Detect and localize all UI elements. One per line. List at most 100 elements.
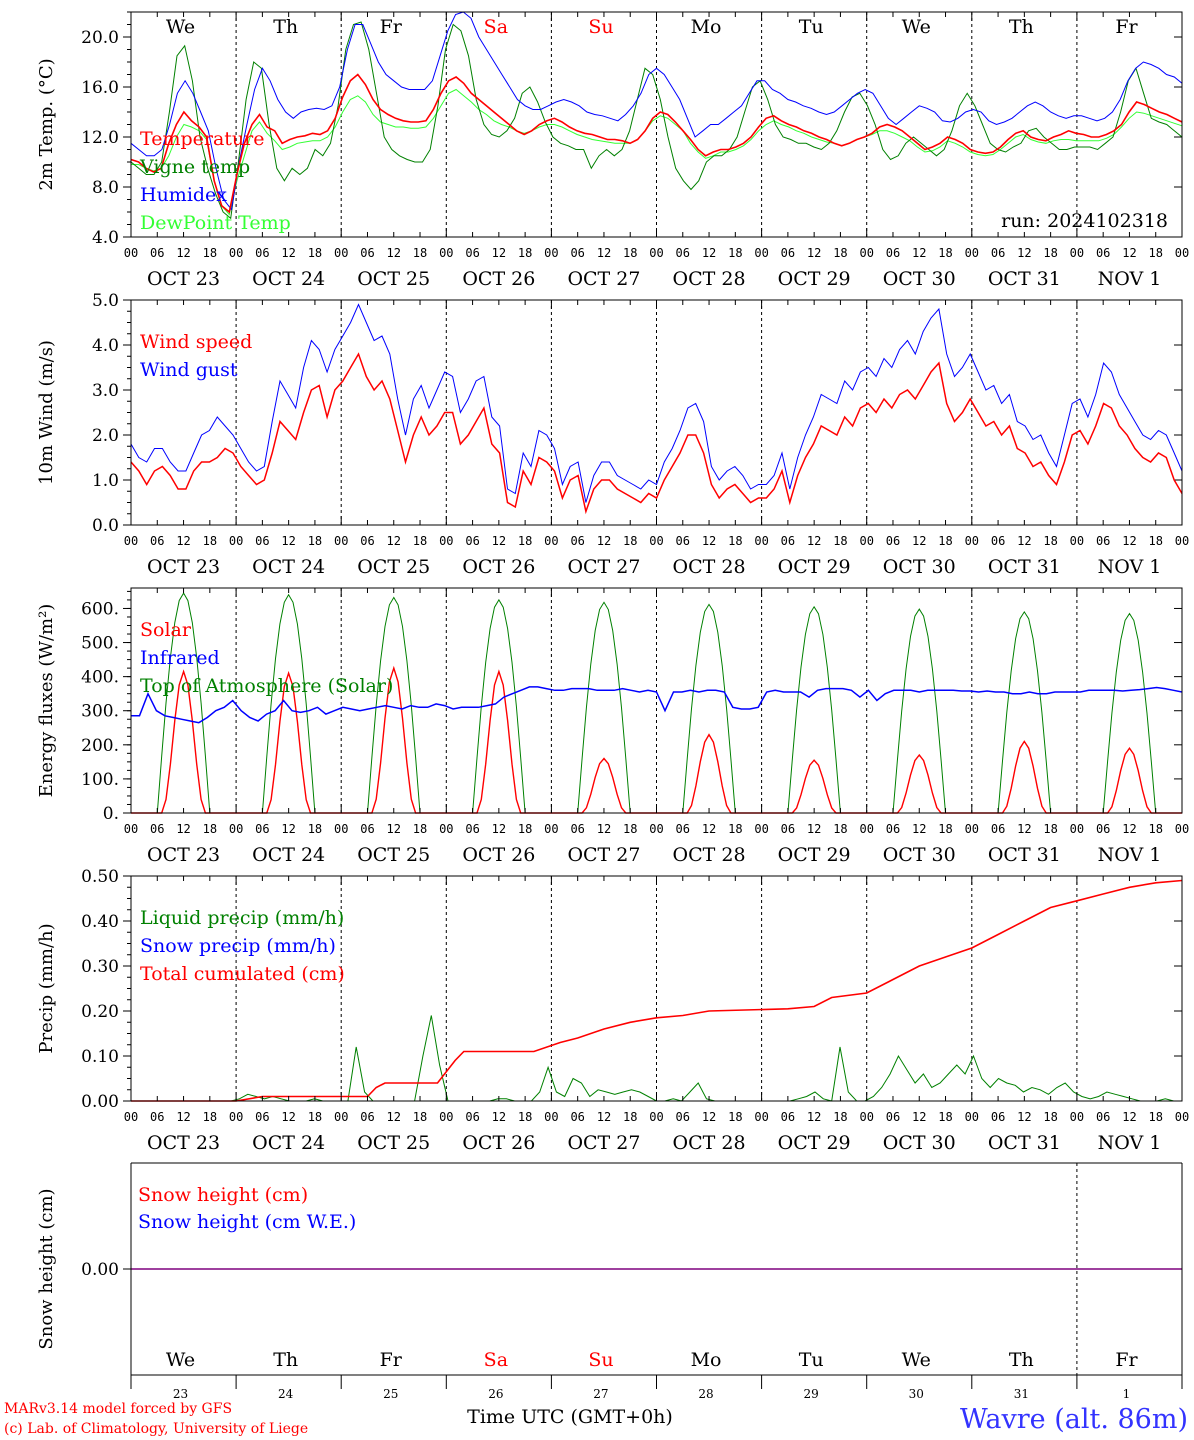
day-label: Th xyxy=(273,16,298,38)
day-number: 27 xyxy=(593,1387,608,1401)
hour-tick-label: 18 xyxy=(833,534,847,548)
date-label: OCT 25 xyxy=(357,556,430,578)
hour-tick-label: 00 xyxy=(334,1110,348,1124)
series-line xyxy=(130,73,1183,214)
day-number: 29 xyxy=(804,1387,819,1401)
hour-tick-label: 18 xyxy=(518,1110,532,1124)
date-label: OCT 27 xyxy=(567,556,640,578)
hour-tick-label: 18 xyxy=(308,534,322,548)
hour-tick-label: 12 xyxy=(281,246,295,260)
date-label: OCT 29 xyxy=(778,844,851,866)
legend-entry: Liquid precip (mm/h) xyxy=(140,907,344,929)
date-label: OCT 27 xyxy=(567,844,640,866)
hour-tick-label: 06 xyxy=(886,246,900,260)
hour-tick-label: 00 xyxy=(124,534,138,548)
hour-tick-label: 18 xyxy=(623,822,637,836)
hour-tick-label: 18 xyxy=(413,822,427,836)
series-line xyxy=(130,303,1183,503)
hour-tick-label: 00 xyxy=(439,534,453,548)
legend-entry: Snow precip (mm/h) xyxy=(140,935,336,957)
hour-tick-label: 00 xyxy=(124,822,138,836)
hour-tick-label: 18 xyxy=(413,246,427,260)
hour-tick-label: 12 xyxy=(702,1110,716,1124)
hour-tick-label: 00 xyxy=(754,1110,768,1124)
hour-tick-label: 06 xyxy=(360,534,374,548)
hour-tick-label: 06 xyxy=(570,246,584,260)
hour-tick-label: 06 xyxy=(991,1110,1005,1124)
hour-tick-label: 18 xyxy=(1043,534,1057,548)
hour-tick-label: 06 xyxy=(570,822,584,836)
hour-tick-label: 12 xyxy=(597,246,611,260)
y-tick-label: 100. xyxy=(81,770,119,790)
y-tick-label: 4.0 xyxy=(92,228,119,248)
hour-tick-label: 12 xyxy=(1122,1110,1136,1124)
hour-tick-label: 18 xyxy=(938,246,952,260)
legend-entry: Humidex xyxy=(140,184,227,206)
hour-tick-label: 18 xyxy=(728,246,742,260)
date-label: NOV 1 xyxy=(1098,844,1162,866)
hour-tick-label: 00 xyxy=(649,246,663,260)
panel-energy: 0. 100. 200. 300. 400. 500. 600. Energy fluxes … xyxy=(36,587,1189,866)
hour-tick-label: 18 xyxy=(308,1110,322,1124)
y-tick-label: 0.30 xyxy=(81,957,119,977)
y-axis-label: Precip (mm/h) xyxy=(36,923,57,1053)
legend-entry: Snow height (cm W.E.) xyxy=(138,1211,356,1233)
hour-tick-label: 06 xyxy=(886,822,900,836)
hour-tick-label: 12 xyxy=(807,534,821,548)
hour-tick-label: 00 xyxy=(649,534,663,548)
hour-tick-label: 18 xyxy=(413,1110,427,1124)
legend-entry: Vigne temp xyxy=(139,156,250,178)
y-tick-label: 200. xyxy=(81,736,119,756)
hour-tick-label: 00 xyxy=(229,246,243,260)
y-tick-label: 16.0 xyxy=(81,78,119,98)
hour-tick-label: 00 xyxy=(1175,534,1189,548)
hour-tick-label: 12 xyxy=(281,1110,295,1124)
hour-tick-label: 06 xyxy=(781,246,795,260)
day-label: Tu xyxy=(799,16,824,38)
hour-tick-label: 12 xyxy=(176,534,190,548)
hour-tick-label: 00 xyxy=(859,534,873,548)
panels: 4.08.012.016.020.02m Temp. (°C) Temperatu… xyxy=(36,11,1189,1401)
series-line xyxy=(130,21,1183,220)
hour-tick-label: 18 xyxy=(728,822,742,836)
hour-tick-label: 00 xyxy=(1070,534,1084,548)
hour-tick-label: 12 xyxy=(1122,534,1136,548)
hour-tick-label: 06 xyxy=(465,534,479,548)
hour-tick-label: 06 xyxy=(150,822,164,836)
date-label: NOV 1 xyxy=(1098,556,1162,578)
date-label: OCT 24 xyxy=(252,844,325,866)
y-tick-label: 0.00 xyxy=(81,1092,119,1112)
y-tick-label: 400. xyxy=(81,668,119,688)
hour-tick-label: 18 xyxy=(1043,246,1057,260)
legend-entry: Top of Atmosphere (Solar) xyxy=(140,675,393,697)
hour-tick-label: 12 xyxy=(597,822,611,836)
date-label: OCT 23 xyxy=(147,556,220,578)
hour-tick-label: 12 xyxy=(176,822,190,836)
hour-tick-label: 00 xyxy=(229,1110,243,1124)
y-tick-label: 600. xyxy=(81,599,119,619)
date-label: OCT 29 xyxy=(778,556,851,578)
hour-tick-label: 12 xyxy=(176,1110,190,1124)
hour-tick-label: 00 xyxy=(439,246,453,260)
y-tick-label: 4.0 xyxy=(92,336,119,356)
y-tick-label: 0.20 xyxy=(81,1002,119,1022)
hour-tick-label: 06 xyxy=(150,1110,164,1124)
hour-tick-label: 06 xyxy=(150,246,164,260)
legend-entry: Temperature xyxy=(140,128,264,150)
hour-tick-label: 00 xyxy=(229,534,243,548)
hour-tick-label: 06 xyxy=(360,246,374,260)
y-tick-label: 8.0 xyxy=(92,178,119,198)
hour-tick-label: 18 xyxy=(518,246,532,260)
hour-tick-label: 00 xyxy=(1175,246,1189,260)
hour-tick-label: 12 xyxy=(387,1110,401,1124)
hour-tick-label: 00 xyxy=(859,1110,873,1124)
date-label: OCT 28 xyxy=(673,1132,746,1154)
hour-tick-label: 06 xyxy=(886,534,900,548)
hour-tick-label: 12 xyxy=(492,822,506,836)
legend-entry: Wind speed xyxy=(140,331,252,353)
hour-tick-label: 12 xyxy=(1017,822,1031,836)
date-label: OCT 24 xyxy=(252,1132,325,1154)
hour-tick-label: 00 xyxy=(965,534,979,548)
date-label: OCT 30 xyxy=(883,556,956,578)
hour-tick-label: 00 xyxy=(1070,246,1084,260)
